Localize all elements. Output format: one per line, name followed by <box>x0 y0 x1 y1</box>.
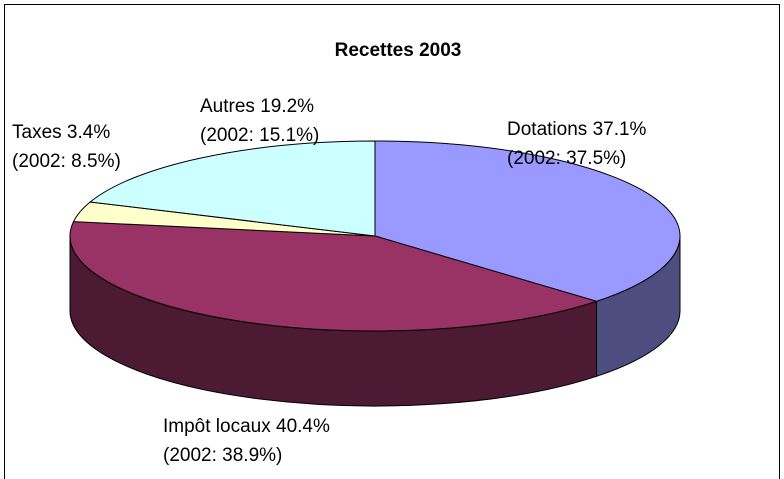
slice-label: Impôt locaux 40.4% <box>163 416 330 437</box>
slice-category: Taxes <box>12 122 62 143</box>
pie-tops <box>69 140 681 332</box>
slice-label: Dotations 37.1% <box>507 119 647 140</box>
slice-value: 19.2% <box>260 96 314 117</box>
slice-label: Autres 19.2% <box>200 96 314 117</box>
slice-category: Autres <box>200 96 255 117</box>
slice-value: 37.1% <box>593 119 647 140</box>
pie-slice <box>88 140 376 237</box>
slice-category: Dotations <box>507 119 587 140</box>
slice-annotation: (2002: 38.9%) <box>163 445 282 466</box>
slice-label: Taxes 3.4% <box>12 122 110 143</box>
slice-annotation: (2002: 37.5%) <box>507 148 626 169</box>
slice-value: 3.4% <box>67 122 110 143</box>
slice-category: Impôt locaux <box>163 416 271 437</box>
pie-slice <box>374 140 681 302</box>
slice-annotation: (2002: 8.5%) <box>12 151 121 172</box>
slice-value: 40.4% <box>276 416 330 437</box>
pie-slice <box>69 221 599 332</box>
chart-title: Recettes 2003 <box>335 40 462 61</box>
pie-labels: Dotations 37.1% (2002: 37.5%) Impôt locaux… <box>12 96 647 466</box>
slice-annotation: (2002: 15.1%) <box>200 125 319 146</box>
